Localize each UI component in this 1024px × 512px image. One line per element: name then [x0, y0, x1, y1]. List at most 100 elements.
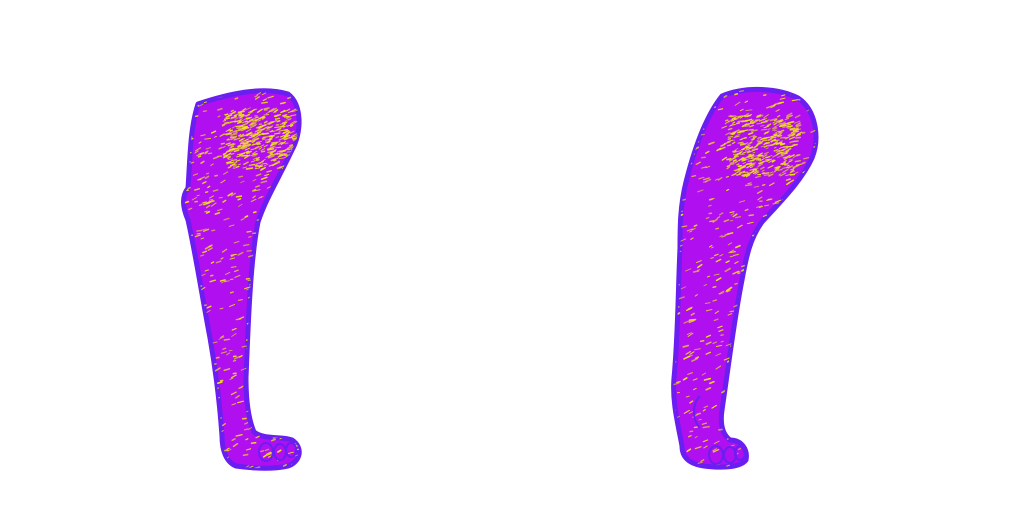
speckle-mark: [226, 155, 231, 159]
speckle-mark: [210, 261, 215, 264]
speckle-mark: [705, 178, 712, 183]
speckle-mark: [290, 124, 294, 127]
speckle-mark: [719, 234, 723, 238]
speckle-mark: [263, 392, 270, 396]
speckle-mark: [681, 111, 687, 114]
speckle-mark: [732, 253, 739, 257]
speckle-mark: [765, 144, 774, 147]
speckle-mark: [733, 153, 739, 156]
speckle-mark: [219, 279, 226, 282]
speckle-mark: [777, 132, 783, 134]
speckle-mark: [787, 132, 795, 137]
speckle-mark: [713, 318, 719, 322]
speckle-mark: [762, 172, 770, 175]
speckle-mark: [746, 157, 753, 161]
speckle-mark: [815, 348, 816, 351]
speckle-mark: [197, 335, 203, 340]
speckle-mark: [756, 235, 762, 239]
speckle-mark: [290, 108, 297, 113]
speckle-mark: [770, 104, 776, 109]
speckle-mark: [760, 166, 765, 170]
speckle-mark: [724, 267, 731, 273]
speckle-mark: [199, 454, 203, 457]
speckle-mark: [741, 158, 745, 161]
speckle-mark: [773, 146, 777, 149]
speckle-mark: [731, 408, 737, 412]
speckle-mark: [797, 238, 804, 242]
speckle-mark: [253, 380, 260, 383]
speckle-mark: [232, 443, 239, 448]
speckle-mark: [208, 195, 214, 199]
speckle-mark: [277, 449, 282, 453]
speckle-mark: [757, 161, 763, 165]
speckle-mark: [793, 86, 796, 88]
speckle-mark: [232, 131, 238, 134]
speckle-mark: [773, 168, 780, 173]
speckle-mark: [248, 117, 256, 122]
speckle-mark: [806, 180, 813, 184]
speckle-mark: [192, 173, 199, 176]
speckle-mark: [777, 154, 783, 159]
speckle-mark: [774, 435, 779, 439]
speckle-mark: [290, 295, 295, 298]
speckle-mark: [260, 389, 265, 393]
speckle-mark: [263, 114, 270, 116]
speckle-mark: [726, 188, 730, 192]
speckle-mark: [255, 435, 260, 439]
speckle-mark: [695, 469, 700, 471]
speckle-mark: [230, 391, 237, 396]
speckle-mark: [283, 375, 289, 379]
speckle-mark: [213, 135, 217, 138]
speckle-mark: [256, 92, 262, 96]
speckle-mark: [809, 446, 816, 450]
speckle-mark: [786, 312, 792, 316]
speckle-mark: [242, 453, 249, 457]
speckle-mark: [705, 334, 712, 338]
speckle-mark: [767, 137, 773, 142]
speckle-mark: [717, 325, 723, 329]
speckle-mark: [723, 141, 731, 145]
speckle-mark: [775, 141, 783, 146]
speckle-mark: [675, 98, 682, 101]
speckle-mark: [266, 333, 271, 336]
speckle-mark: [238, 385, 244, 389]
speckle-mark: [283, 133, 289, 137]
speckle-mark: [200, 160, 205, 165]
speckle-mark: [189, 96, 194, 99]
speckle-mark: [231, 110, 237, 115]
speckle-mark: [737, 85, 742, 86]
speckle-mark: [282, 123, 286, 126]
speckle-mark: [798, 198, 804, 201]
speckle-mark: [783, 122, 790, 125]
speckle-mark: [230, 115, 238, 119]
speckle-mark: [717, 108, 724, 111]
speckle-mark: [232, 88, 236, 89]
speckle-mark: [261, 117, 266, 120]
speckle-mark: [740, 334, 746, 339]
speckle-mark: [725, 119, 729, 122]
speckle-mark: [794, 114, 801, 119]
speckle-mark: [801, 131, 806, 134]
speckle-mark: [727, 127, 733, 131]
speckle-mark: [290, 130, 295, 134]
speckle-mark: [278, 292, 283, 296]
speckle-mark: [254, 167, 261, 170]
speckle-mark: [735, 155, 740, 158]
speckle-mark: [294, 288, 299, 290]
speckle-mark: [779, 123, 786, 127]
speckle-mark: [263, 120, 268, 124]
speckle-mark: [678, 126, 684, 131]
speckle-mark: [687, 332, 694, 337]
speckle-mark: [741, 120, 749, 123]
speckle-mark: [721, 125, 727, 129]
speckle-mark: [746, 363, 752, 366]
speckle-mark: [268, 163, 275, 167]
speckle-mark: [777, 101, 785, 105]
speckle-mark: [269, 129, 274, 133]
speckle-mark: [273, 146, 278, 149]
speckle-mark: [809, 243, 814, 246]
speckle-mark: [770, 444, 774, 448]
speckle-mark: [255, 185, 260, 188]
speckle-mark: [230, 192, 236, 197]
speckle-mark: [749, 327, 754, 330]
